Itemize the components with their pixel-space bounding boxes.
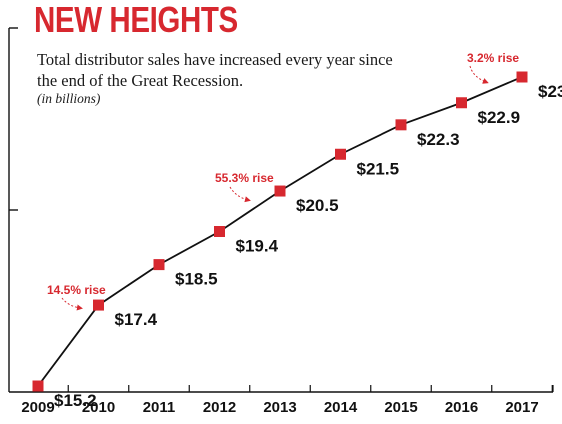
x-tick-label: 2010	[82, 399, 115, 416]
x-tick-label: 2011	[143, 399, 176, 416]
data-label: $17.4	[115, 310, 158, 329]
data-label: $22.3	[417, 130, 460, 149]
x-tick-label: 2015	[384, 399, 417, 416]
data-point-marker	[214, 226, 225, 237]
annotation-arrow	[229, 186, 251, 203]
data-point-marker	[395, 119, 407, 131]
data-label: $23.6	[538, 82, 562, 101]
annotation-label: 3.2% rise	[467, 51, 519, 65]
data-point-marker	[93, 299, 104, 311]
data-label: $22.9	[478, 108, 521, 127]
data-point-marker	[32, 380, 44, 392]
data-point-marker	[516, 71, 528, 83]
annotation-label: 14.5% rise	[47, 283, 106, 297]
data-point-marker	[456, 97, 467, 109]
data-label: $20.5	[296, 196, 339, 215]
data-label: $21.5	[357, 159, 400, 178]
data-label: $18.5	[175, 270, 218, 289]
x-tick-label: 2009	[21, 399, 54, 416]
data-point-marker	[274, 185, 286, 197]
x-tick-label: 2013	[263, 399, 296, 416]
x-tick-label: 2016	[445, 399, 478, 416]
data-label: $15.2	[54, 391, 97, 410]
data-point-marker	[335, 148, 346, 160]
chart-title: NEW HEIGHTS	[34, 0, 238, 40]
annotation-label: 55.3% rise	[215, 171, 274, 185]
annotation-arrow	[469, 65, 489, 84]
data-point-marker	[153, 259, 165, 271]
x-tick-label: 2012	[203, 399, 236, 416]
chart-subtitle: Total distributor sales have increased e…	[37, 50, 393, 90]
annotation-arrow	[61, 297, 83, 311]
unit-note: (in billions)	[37, 91, 101, 106]
data-label: $19.4	[236, 237, 279, 256]
x-tick-label: 2017	[505, 399, 538, 416]
x-tick-label: 2014	[324, 399, 358, 416]
series-line	[37, 76, 523, 387]
